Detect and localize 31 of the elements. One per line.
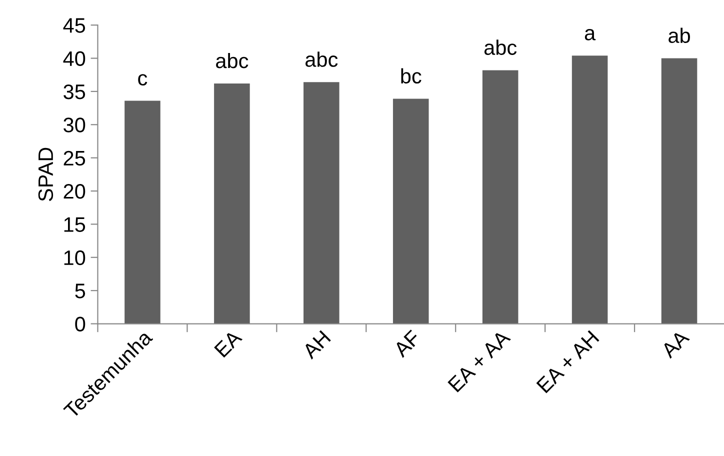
y-tick-label: 5 — [75, 284, 86, 298]
bar — [214, 83, 250, 324]
data-label: bc — [401, 68, 422, 84]
x-tick-label: AH — [302, 330, 331, 360]
y-tick-label: 10 — [64, 250, 86, 266]
x-tick-label: EA + AA — [448, 329, 511, 392]
bar — [661, 58, 698, 324]
x-tick-label: EA — [214, 329, 243, 358]
data-label: a — [584, 28, 596, 40]
bar — [124, 100, 160, 324]
y-tick-label: 40 — [63, 51, 86, 66]
bar — [392, 98, 429, 324]
y-tick-label: 35 — [64, 84, 86, 100]
data-label: abc — [484, 40, 517, 55]
bar — [482, 70, 518, 324]
bar — [572, 56, 608, 324]
x-tick-label: EA + AH — [536, 330, 600, 394]
data-label: ab — [668, 28, 690, 44]
y-tick-label: 45 — [63, 18, 86, 33]
y-axis-title: SPAD — [38, 148, 54, 202]
y-tick-label: 30 — [64, 118, 86, 132]
y-tick-label: 0 — [75, 316, 86, 332]
y-tick-label: 25 — [64, 150, 86, 166]
y-tick-label: 15 — [64, 217, 86, 232]
data-label: abc — [305, 52, 338, 67]
x-tick-label: AF — [392, 330, 421, 358]
data-label: c — [138, 74, 148, 86]
bar — [304, 82, 340, 324]
data-label: abc — [216, 52, 248, 68]
y-tick-label: 20 — [64, 184, 86, 199]
x-tick-label: AA — [660, 329, 690, 359]
